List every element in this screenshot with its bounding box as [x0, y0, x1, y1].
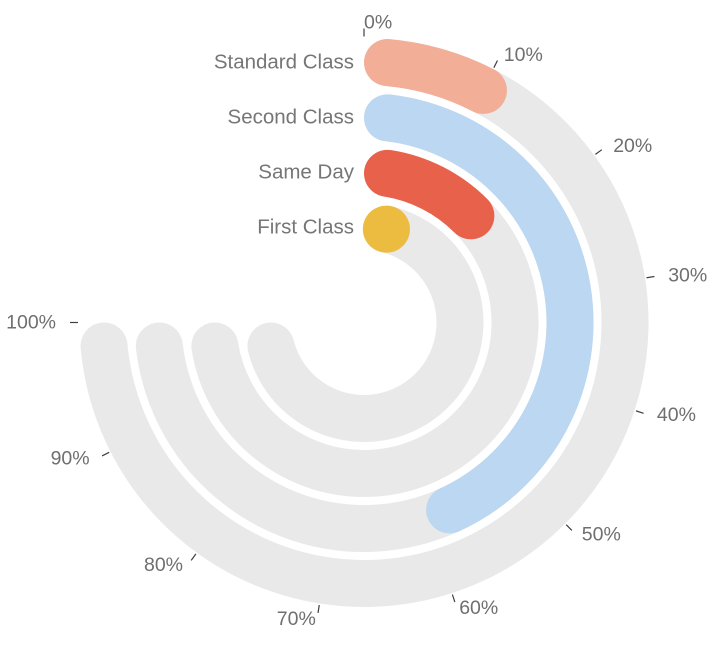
tick-label-100pct: 100%: [6, 312, 56, 334]
bar-arc-standard-class[interactable]: Standard Class: 12%: [364, 39, 507, 114]
category-label-standard-class: Standard Class: [214, 51, 354, 74]
tick-label-0pct: 0%: [364, 12, 392, 34]
track-arc-first-class: [247, 205, 484, 442]
bar-arc-same-day[interactable]: Same Day: 20%: [364, 149, 495, 240]
tick-mark-30pct: [646, 275, 655, 279]
tick-label-30pct: 30%: [668, 265, 707, 287]
tick-mark-20pct: [595, 149, 603, 155]
tick-label-40pct: 40%: [657, 404, 696, 426]
tick-label-70pct: 70%: [277, 608, 316, 630]
tick-label-10pct: 10%: [504, 44, 543, 66]
tick-label-50pct: 50%: [582, 524, 621, 546]
category-label-second-class: Second Class: [228, 106, 354, 129]
tick-mark-90pct: [101, 451, 110, 457]
tick-label-60pct: 60%: [459, 597, 498, 619]
track-arc-standard-class: [80, 39, 649, 607]
tick-mark-80pct: [190, 553, 197, 561]
bar-arc-second-class[interactable]: Second Class: 60%: [364, 94, 594, 534]
category-label-first-class: First Class: [257, 216, 354, 239]
tick-label-90pct: 90%: [51, 448, 90, 470]
tick-mark-50pct: [565, 524, 573, 531]
tick-label-80pct: 80%: [144, 554, 183, 576]
tick-label-20pct: 20%: [613, 135, 652, 157]
tick-mark-10pct: [493, 60, 499, 68]
tick-mark-40pct: [635, 410, 644, 414]
category-label-same-day: Same Day: [258, 161, 354, 184]
tick-mark-70pct: [317, 604, 320, 613]
tick-mark-60pct: [451, 594, 456, 603]
